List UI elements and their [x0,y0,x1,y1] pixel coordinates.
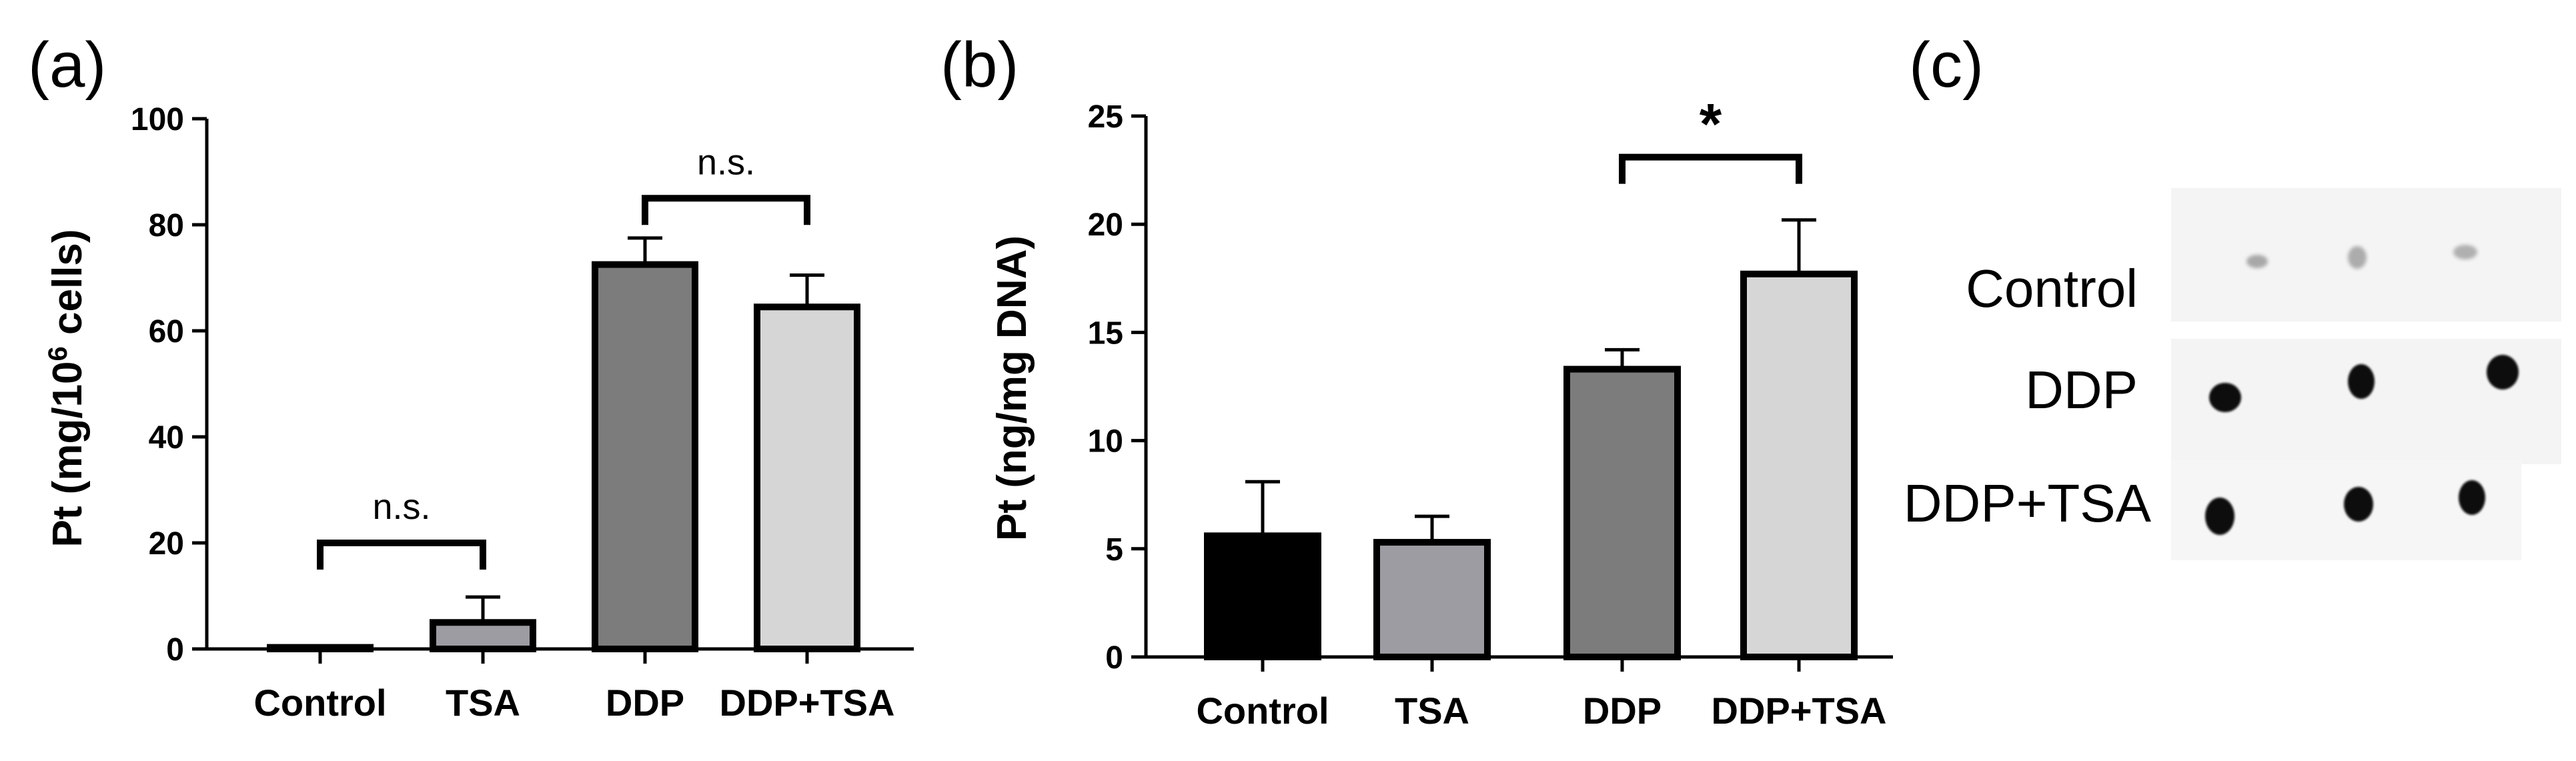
chart-a-ytick-label-1: 20 [149,526,184,562]
blot-spot-ddp-tsa-1 [2205,498,2234,535]
chart-b-bar-1 [1373,539,1491,660]
blot-spot-control-3 [2453,245,2477,259]
chart-a-sig-label-0: n.s. [372,487,430,527]
chart-a-ytick-label-0: 0 [166,632,184,668]
chart-a-ytick-label-4: 80 [149,208,184,243]
chart-a-sig-label-1: n.s. [697,142,755,182]
chart-a-bar-3 [754,303,860,653]
chart-b-ylabel: Pt (ng/mg DNA) [989,235,1035,541]
blot-label-control: Control [1966,259,2138,318]
chart-a-sig-bracket-1 [642,195,810,225]
chart-b-ytick-label-2: 10 [1088,424,1123,460]
chart-a-bar-1 [430,619,536,652]
chart-a-ytick-label-2: 40 [149,420,184,456]
chart-a-ytick-label-5: 100 [131,102,184,137]
blot-spot-ddp-tsa-3 [2459,480,2485,515]
chart-b-ytick-label-0: 0 [1105,640,1123,676]
chart-b-bar-0 [1204,532,1321,660]
chart-a: Pt (mg/106 cells) 0 20 40 60 80 100 Control TSA… [43,102,914,724]
chart-b-ytick-label-4: 20 [1088,207,1123,243]
chart-b-bar-2 [1563,365,1681,660]
blot-label-ddp: DDP [2025,360,2138,420]
chart-a-xlabel-0: Control [253,682,386,724]
chart-b-ytick-label-5: 25 [1088,99,1123,135]
chart-b-ytick-label-1: 5 [1105,532,1123,568]
chart-b-xlabel-0: Control [1196,690,1329,732]
blot-spot-ddp-2 [2348,364,2375,399]
chart-b-ytick-label-3: 15 [1088,315,1123,351]
chart-a-bar-2 [592,261,698,652]
blot-spot-control-1 [2246,255,2268,268]
dot-blot: Control DDP DDP+TSA [1904,188,2561,560]
chart-b-xlabel-3: DDP+TSA [1712,690,1887,732]
blot-spot-ddp-tsa-2 [2344,487,2373,522]
chart-a-ylabel: Pt (mg/106 cells) [43,229,91,547]
blot-spot-control-2 [2348,246,2367,269]
chart-b-xlabel-1: TSA [1395,690,1469,732]
panel-a-letter: (a) [28,29,106,101]
chart-a-ylabel-sup: 6 [43,346,73,361]
chart-a-sig-bracket-0 [317,540,486,570]
chart-a-xlabel-2: DDP [606,682,684,724]
chart-b-sig-bracket-0 [1619,153,1802,184]
chart-b-bar-3 [1740,270,1858,660]
chart-a-xlabel-1: TSA [446,682,520,724]
blot-spot-ddp-1 [2209,383,2241,412]
panel-b-letter: (b) [940,29,1019,101]
chart-b-xlabel-2: DDP [1583,690,1662,732]
blot-label-ddp-tsa: DDP+TSA [1904,474,2152,533]
chart-b: Pt (ng/mg DNA) 0 5 10 15 20 25 Control TSA DDP DD… [989,93,1893,732]
chart-a-ytick-label-3: 60 [149,314,184,349]
chart-a-xlabel-3: DDP+TSA [720,682,895,724]
chart-b-sig-label-0: * [1700,93,1722,157]
panel-c-letter: (c) [1909,29,1984,101]
blot-spot-ddp-3 [2487,355,2519,390]
